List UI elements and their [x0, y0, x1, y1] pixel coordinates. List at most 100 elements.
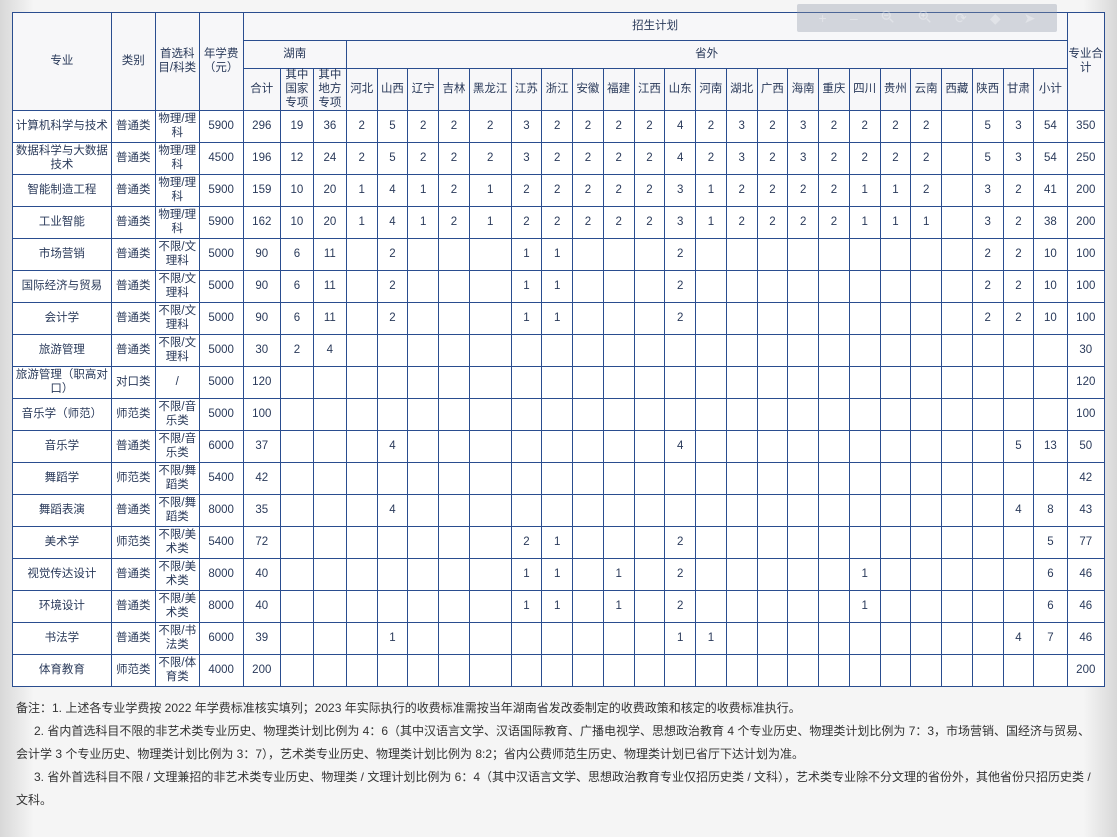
cell-province	[542, 431, 573, 463]
cell-subtotal	[1034, 399, 1067, 431]
cell-subject: 不限/美术类	[155, 559, 199, 591]
cell-province	[788, 335, 819, 367]
cell-province	[573, 559, 604, 591]
cell-total: 100	[1067, 239, 1104, 271]
cell-subject: 不限/文理科	[155, 335, 199, 367]
cell-province	[880, 527, 911, 559]
cell-hunan	[313, 399, 346, 431]
cell-province: 5	[377, 143, 408, 175]
cell-province: 1	[511, 271, 542, 303]
cell-province	[972, 527, 1003, 559]
cell-province	[603, 303, 634, 335]
zoom-out-icon[interactable]	[881, 10, 895, 27]
reload-icon[interactable]: ⟳	[955, 10, 967, 27]
cell-province: 2	[972, 239, 1003, 271]
cell-hunan: 30	[243, 335, 280, 367]
th-province: 重庆	[819, 69, 850, 111]
th-hunan: 湖南	[243, 41, 346, 69]
cell-province	[819, 591, 850, 623]
cell-province	[408, 527, 439, 559]
cell-province	[942, 559, 973, 591]
cell-category: 师范类	[111, 527, 155, 559]
cell-province: 2	[377, 271, 408, 303]
cell-major: 视觉传达设计	[13, 559, 112, 591]
cell-province	[757, 431, 788, 463]
cell-subject: 物理/理科	[155, 175, 199, 207]
note-2: 2. 省内首选科目不限的非艺术类专业历史、物理类计划比例为 4：6（其中汉语言文…	[16, 720, 1101, 766]
cell-province	[972, 655, 1003, 687]
cell-province: 1	[911, 207, 942, 239]
zoom-in-icon[interactable]	[918, 10, 932, 27]
cell-province	[439, 239, 470, 271]
cell-category: 普通类	[111, 175, 155, 207]
cell-province	[634, 591, 665, 623]
cell-category: 师范类	[111, 399, 155, 431]
cell-category: 普通类	[111, 111, 155, 143]
cell-hunan	[280, 399, 313, 431]
cell-subject: 不限/文理科	[155, 239, 199, 271]
cell-category: 普通类	[111, 591, 155, 623]
table-row: 国际经济与贸易普通类不限/文理科50009061121122210100	[13, 271, 1105, 303]
cell-province	[696, 367, 727, 399]
cell-hunan	[313, 527, 346, 559]
zoom-plus-icon[interactable]: +	[819, 10, 827, 26]
cell-category: 普通类	[111, 559, 155, 591]
cell-total: 30	[1067, 335, 1104, 367]
cell-province: 4	[665, 111, 696, 143]
table-row: 音乐学普通类不限/音乐类6000374451350	[13, 431, 1105, 463]
cell-province	[696, 335, 727, 367]
cell-province	[849, 623, 880, 655]
cell-province	[726, 527, 757, 559]
cell-fee: 8000	[199, 591, 243, 623]
cell-province	[1003, 463, 1034, 495]
cell-province: 4	[377, 431, 408, 463]
table-row: 美术学师范类不限/美术类540072212577	[13, 527, 1105, 559]
cell-province: 2	[603, 207, 634, 239]
cell-province: 2	[757, 207, 788, 239]
th-province: 四川	[849, 69, 880, 111]
cell-province: 3	[972, 175, 1003, 207]
cell-hunan: 39	[243, 623, 280, 655]
cell-province	[942, 495, 973, 527]
cell-province	[911, 591, 942, 623]
cell-province	[942, 527, 973, 559]
cell-province	[911, 527, 942, 559]
cell-province: 2	[665, 239, 696, 271]
zoom-minus-icon[interactable]: –	[850, 10, 858, 26]
diamond-icon[interactable]: ◆	[990, 10, 1001, 27]
th-subtotal-out: 小计	[1034, 69, 1067, 111]
cell-province	[346, 335, 377, 367]
cell-province	[726, 463, 757, 495]
cell-province	[788, 367, 819, 399]
cell-province	[757, 303, 788, 335]
cell-hunan: 11	[313, 271, 346, 303]
cell-province	[511, 367, 542, 399]
cell-province	[377, 367, 408, 399]
cell-hunan: 10	[280, 175, 313, 207]
th-province: 江苏	[511, 69, 542, 111]
cell-category: 普通类	[111, 623, 155, 655]
cell-province	[603, 239, 634, 271]
cell-province: 1	[849, 559, 880, 591]
cell-province	[377, 527, 408, 559]
cell-province	[408, 559, 439, 591]
cell-province	[880, 303, 911, 335]
cell-province	[788, 591, 819, 623]
cell-major: 市场营销	[13, 239, 112, 271]
cell-province	[346, 527, 377, 559]
cell-province	[696, 271, 727, 303]
cell-hunan: 37	[243, 431, 280, 463]
table-row: 舞蹈表演普通类不限/舞蹈类80003544843	[13, 495, 1105, 527]
cell-province: 3	[1003, 143, 1034, 175]
cell-province: 2	[788, 175, 819, 207]
cell-hunan	[280, 655, 313, 687]
cell-province: 1	[696, 175, 727, 207]
cell-province	[757, 463, 788, 495]
cell-province: 1	[849, 207, 880, 239]
cell-province	[696, 559, 727, 591]
cursor-icon[interactable]: ➤	[1024, 10, 1036, 27]
cell-province: 2	[1003, 271, 1034, 303]
cell-province: 2	[377, 303, 408, 335]
cell-province	[972, 463, 1003, 495]
cell-province	[469, 239, 511, 271]
